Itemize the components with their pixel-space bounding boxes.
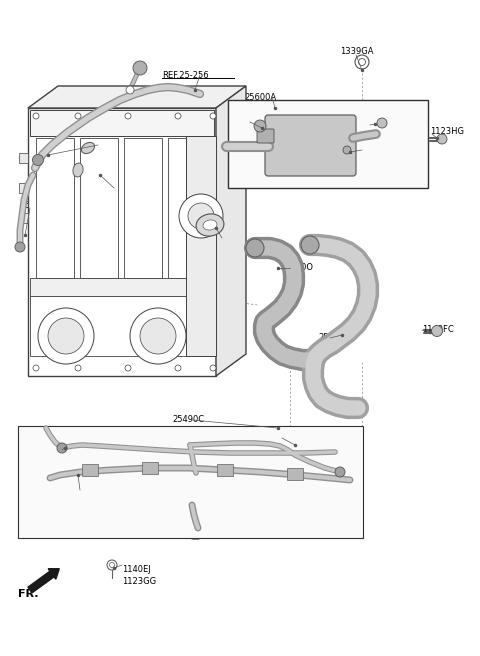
FancyBboxPatch shape xyxy=(80,138,118,278)
Circle shape xyxy=(179,194,223,238)
Circle shape xyxy=(377,118,387,128)
Circle shape xyxy=(107,560,117,570)
FancyBboxPatch shape xyxy=(265,115,356,176)
Circle shape xyxy=(33,155,44,165)
Circle shape xyxy=(75,113,81,119)
Circle shape xyxy=(140,318,176,354)
Text: REF.25-256: REF.25-256 xyxy=(162,70,209,79)
Polygon shape xyxy=(216,86,246,376)
Ellipse shape xyxy=(73,163,83,177)
Ellipse shape xyxy=(82,142,95,154)
Circle shape xyxy=(33,113,39,119)
Text: 1140EJ: 1140EJ xyxy=(122,565,151,575)
FancyBboxPatch shape xyxy=(30,110,214,136)
Circle shape xyxy=(432,325,443,337)
Circle shape xyxy=(355,55,369,69)
Circle shape xyxy=(301,236,319,254)
Circle shape xyxy=(15,242,25,252)
Text: 25493D: 25493D xyxy=(270,432,303,440)
Text: 1339GA: 1339GA xyxy=(340,47,373,56)
Text: 1123HG: 1123HG xyxy=(430,127,464,136)
Circle shape xyxy=(188,203,214,229)
Bar xyxy=(287,468,303,480)
Text: 25640G: 25640G xyxy=(212,236,245,245)
Text: 1140FD: 1140FD xyxy=(358,117,390,127)
Circle shape xyxy=(125,365,131,371)
Circle shape xyxy=(109,562,115,567)
Bar xyxy=(82,464,98,476)
Text: 25600A: 25600A xyxy=(244,92,276,102)
Bar xyxy=(217,464,233,476)
Circle shape xyxy=(175,365,181,371)
Text: 1140FC: 1140FC xyxy=(422,325,454,335)
Polygon shape xyxy=(28,86,246,108)
Circle shape xyxy=(437,134,447,144)
Text: FR.: FR. xyxy=(18,589,38,599)
Bar xyxy=(19,183,28,193)
Text: 25490C: 25490C xyxy=(172,415,204,424)
Circle shape xyxy=(33,365,39,371)
Circle shape xyxy=(57,443,67,453)
Ellipse shape xyxy=(196,214,224,236)
Circle shape xyxy=(133,61,147,75)
FancyBboxPatch shape xyxy=(228,100,428,188)
FancyBboxPatch shape xyxy=(18,426,363,538)
Circle shape xyxy=(210,365,216,371)
Bar xyxy=(19,153,28,163)
Circle shape xyxy=(343,146,351,154)
Text: 25463E: 25463E xyxy=(20,201,52,209)
Circle shape xyxy=(210,113,216,119)
FancyBboxPatch shape xyxy=(36,138,74,278)
Bar xyxy=(19,213,28,223)
Circle shape xyxy=(130,308,186,364)
Circle shape xyxy=(48,318,84,354)
Polygon shape xyxy=(186,136,216,356)
Text: 25420M: 25420M xyxy=(318,333,351,342)
FancyBboxPatch shape xyxy=(30,278,214,296)
Text: 25492B: 25492B xyxy=(48,445,80,455)
Text: 1123GG: 1123GG xyxy=(122,577,156,586)
Circle shape xyxy=(254,120,266,132)
Circle shape xyxy=(175,113,181,119)
FancyBboxPatch shape xyxy=(124,138,162,278)
FancyBboxPatch shape xyxy=(30,296,214,356)
Circle shape xyxy=(246,239,264,257)
Circle shape xyxy=(38,308,94,364)
Circle shape xyxy=(126,86,134,94)
Text: 28420A: 28420A xyxy=(68,485,100,495)
Text: 13396: 13396 xyxy=(102,182,129,190)
FancyBboxPatch shape xyxy=(168,138,206,278)
Polygon shape xyxy=(28,108,216,376)
Text: 39220G: 39220G xyxy=(228,115,261,125)
Text: 25460O: 25460O xyxy=(280,264,313,272)
FancyArrow shape xyxy=(28,569,59,593)
FancyBboxPatch shape xyxy=(257,129,274,143)
Text: 91932K: 91932K xyxy=(350,146,382,155)
Circle shape xyxy=(359,58,365,66)
Text: 25461M: 25461M xyxy=(52,140,85,150)
Circle shape xyxy=(75,365,81,371)
Circle shape xyxy=(125,113,131,119)
Ellipse shape xyxy=(203,220,217,230)
Bar xyxy=(142,462,158,474)
Circle shape xyxy=(335,467,345,477)
